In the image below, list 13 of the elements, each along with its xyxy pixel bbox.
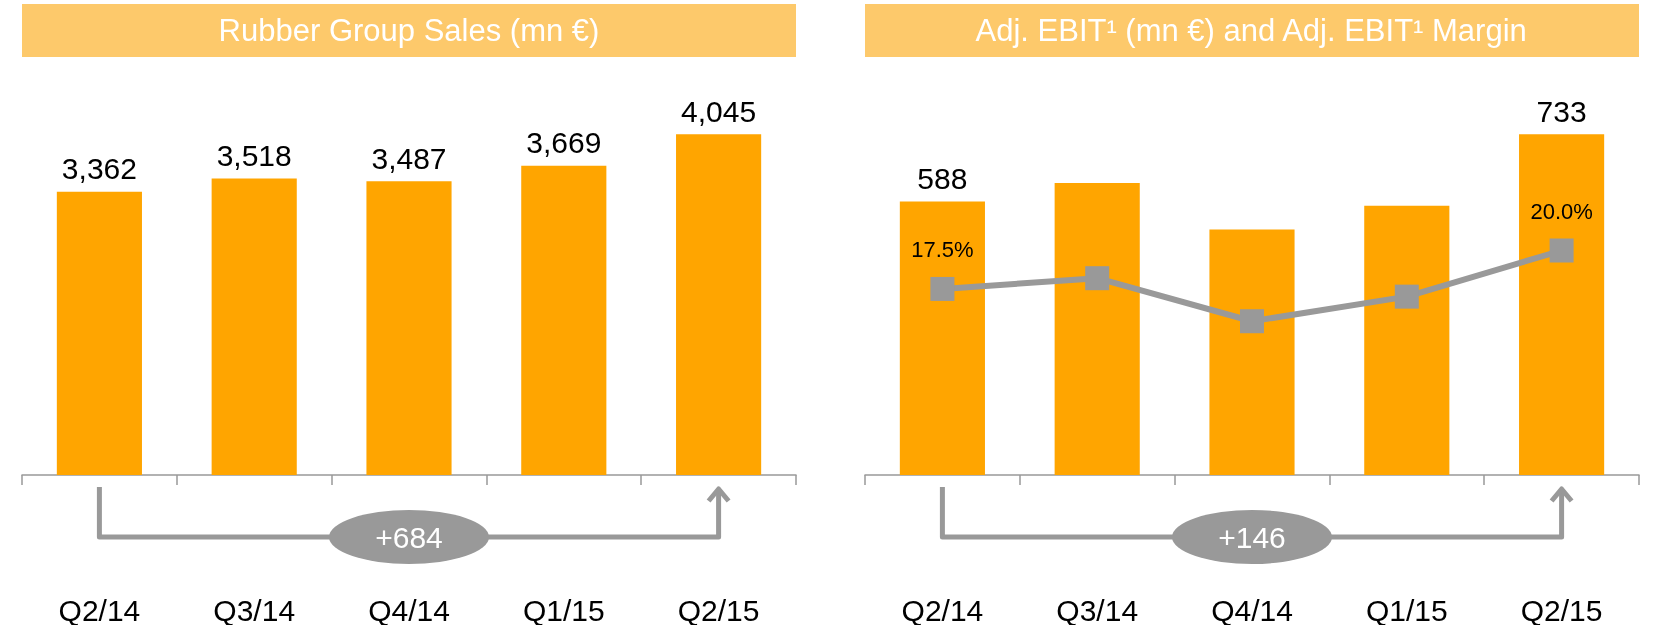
chart-title: Rubber Group Sales (mn €) — [218, 13, 600, 48]
data-label: 3,487 — [371, 141, 447, 175]
data-label: 3,362 — [61, 152, 137, 186]
text: +684 — [375, 521, 443, 554]
data-label: 3,518 — [216, 139, 292, 173]
data-label: 733 — [1536, 94, 1587, 128]
data-label: 20.0% — [1530, 199, 1593, 225]
chart-title: Adj. EBIT¹ (mn €) and Adj. EBIT¹ Margin — [975, 13, 1527, 48]
data-label: 4,045 — [681, 94, 757, 128]
data-label: 588 — [917, 162, 968, 196]
text: +146 — [1218, 521, 1286, 554]
data-label: 17.5% — [911, 237, 974, 263]
data-label: 3,669 — [526, 126, 602, 160]
